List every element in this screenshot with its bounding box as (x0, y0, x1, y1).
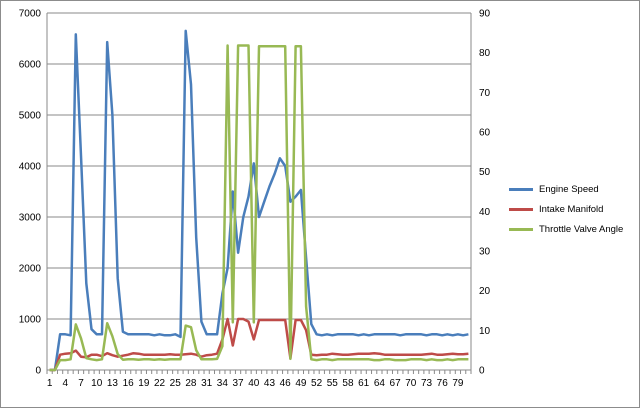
x-tick-label: 37 (232, 378, 244, 389)
legend-swatch (509, 207, 533, 211)
y-right-tick-label: 80 (479, 48, 491, 59)
x-tick-label: 40 (248, 378, 260, 389)
legend-label: Engine Speed (539, 183, 599, 195)
y-left-tick-label: 6000 (19, 60, 42, 71)
x-tick-label: 25 (170, 378, 182, 389)
series-line-engine-speed (49, 29, 469, 372)
x-tick-label: 43 (264, 378, 276, 389)
legend-item: Throttle Valve Angle (509, 219, 637, 239)
y-left-tick-label: 7000 (19, 9, 42, 20)
y-left-tick-label: 4000 (19, 162, 42, 173)
x-tick-label: 52 (311, 378, 323, 389)
legend-swatch (509, 227, 533, 231)
y-left-tick-label: 1000 (19, 315, 42, 326)
y-left-tick-label: 3000 (19, 213, 42, 224)
x-tick-label: 4 (63, 378, 69, 389)
x-tick-label: 79 (452, 378, 464, 389)
series-line-throttle-valve-angle (49, 44, 469, 372)
y-right-tick-label: 70 (479, 88, 491, 99)
x-tick-label: 1 (47, 378, 53, 389)
x-tick-label: 67 (390, 378, 402, 389)
x-tick-label: 70 (405, 378, 417, 389)
y-right-tick-label: 0 (479, 366, 485, 377)
series-line-intake-manifold (49, 317, 469, 372)
x-tick-label: 7 (78, 378, 84, 389)
x-tick-label: 61 (358, 378, 370, 389)
legend: Engine Speed Intake Manifold Throttle Valv… (509, 179, 637, 239)
x-tick-label: 13 (107, 378, 119, 389)
y-left-tick-label: 2000 (19, 264, 42, 275)
y-right-tick-label: 20 (479, 286, 491, 297)
y-right-tick-label: 40 (479, 207, 491, 218)
x-tick-label: 28 (185, 378, 197, 389)
x-tick-label: 34 (217, 378, 229, 389)
x-tick-label: 58 (342, 378, 354, 389)
x-tick-label: 19 (138, 378, 150, 389)
x-tick-label: 55 (327, 378, 339, 389)
x-tick-label: 10 (91, 378, 103, 389)
legend-swatch (509, 187, 533, 191)
y-right-tick-label: 60 (479, 128, 491, 139)
y-right-tick-label: 30 (479, 247, 491, 258)
legend-label: Intake Manifold (539, 203, 604, 215)
x-tick-label: 64 (374, 378, 386, 389)
y-right-tick-label: 50 (479, 167, 491, 178)
x-tick-label: 46 (280, 378, 292, 389)
y-right-tick-label: 90 (479, 9, 491, 20)
y-left-tick-label: 5000 (19, 111, 42, 122)
legend-item: Engine Speed (509, 179, 637, 199)
x-tick-label: 16 (123, 378, 135, 389)
y-right-tick-label: 10 (479, 326, 491, 337)
y-left-tick-label: 0 (35, 366, 41, 377)
x-tick-label: 49 (295, 378, 307, 389)
legend-label: Throttle Valve Angle (539, 223, 624, 235)
x-tick-label: 31 (201, 378, 213, 389)
legend-item: Intake Manifold (509, 199, 637, 219)
x-tick-label: 76 (437, 378, 449, 389)
x-tick-label: 73 (421, 378, 433, 389)
x-tick-label: 22 (154, 378, 166, 389)
